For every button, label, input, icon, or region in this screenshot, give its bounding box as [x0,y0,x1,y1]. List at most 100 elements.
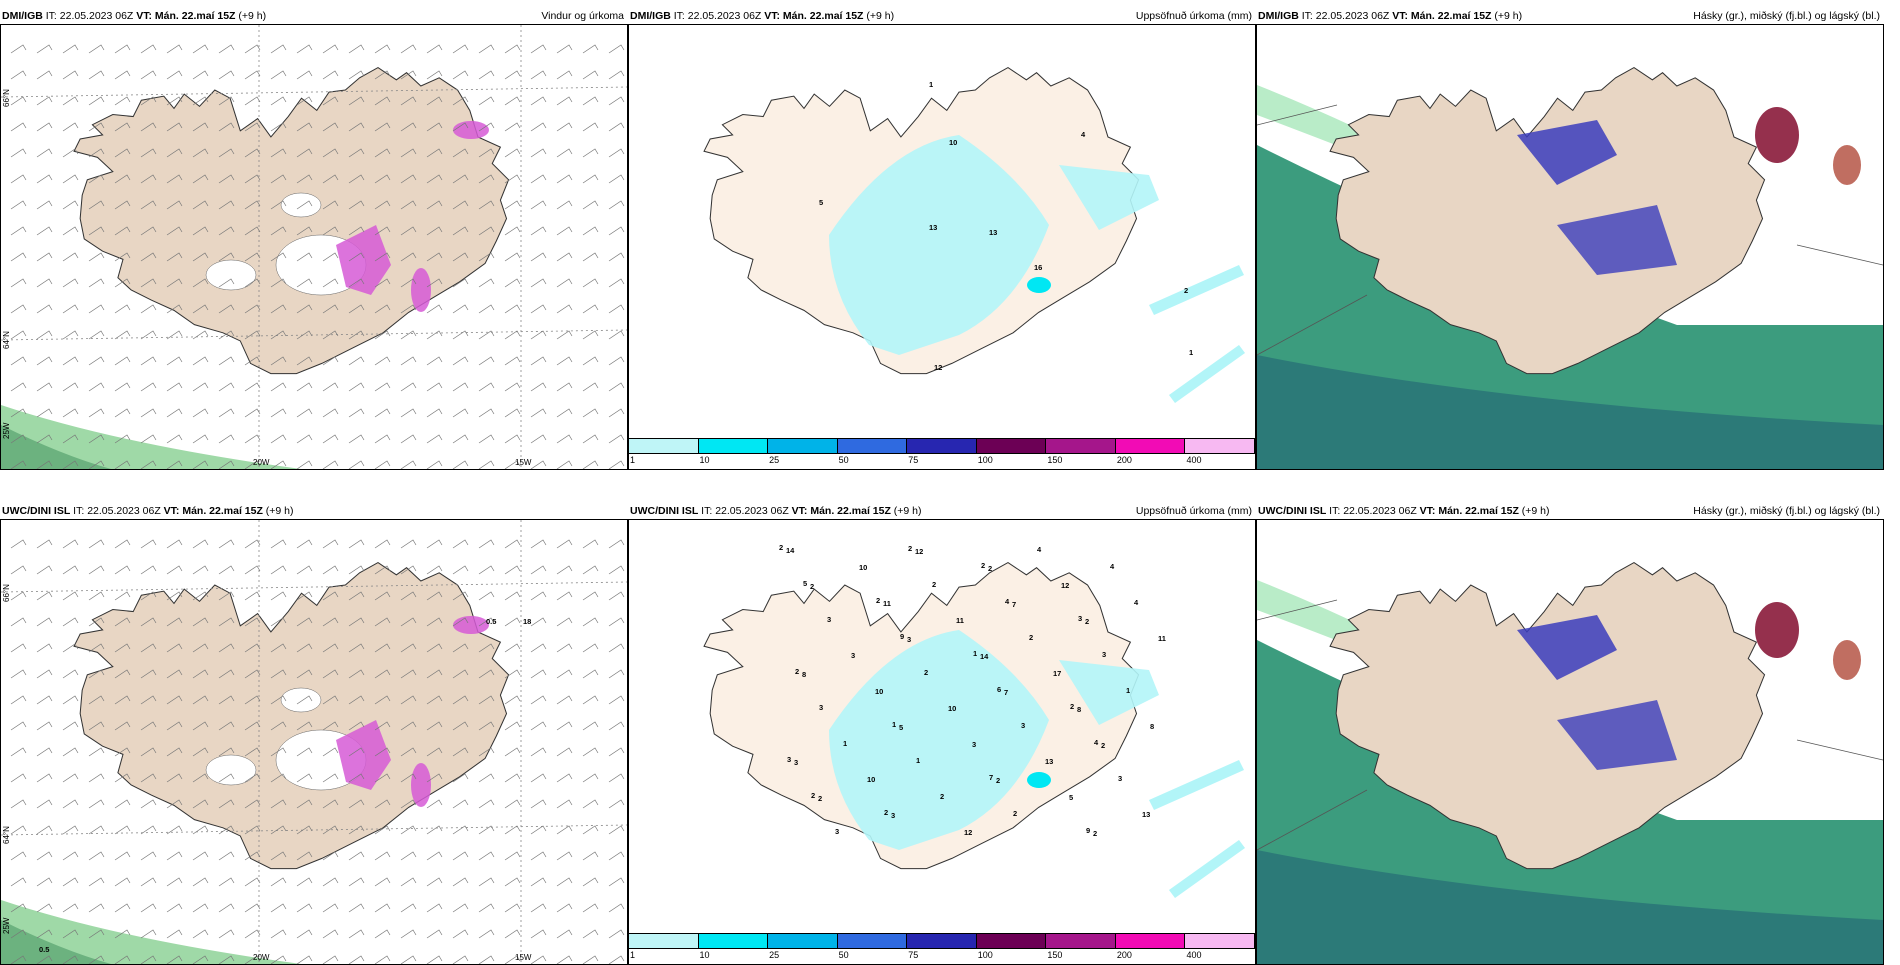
wind-barb [530,695,547,705]
iceland-land [73,67,510,375]
wind-barb [322,174,339,184]
wind-barb [374,669,391,679]
precip-value: 13 [929,223,937,232]
panel-header: UWC/DINI ISL IT: 22.05.2023 06Z VT: Mán.… [1258,505,1882,518]
init-time: 22.05.2023 06Z [1343,505,1417,517]
colorbar-segment [628,933,699,949]
wind-barb [374,851,391,861]
wind-barb [166,825,183,835]
wind-barb [36,591,53,601]
wind-barb [530,44,547,54]
wind-barb [530,877,547,887]
wind-barb [62,643,79,653]
wind-barb [530,955,547,964]
wind-barb [348,174,365,184]
wind-barb [296,148,313,158]
wind-barb [140,591,157,601]
precip-value: 2 [996,776,1000,785]
wind-barb [140,434,157,444]
wind-barb [244,617,261,627]
wind-barb [400,252,417,262]
wind-barb [582,903,599,913]
wind-barb [374,304,391,314]
valid-time: VT: Mán. 22.maí 15Z [791,505,891,517]
wind-barb [166,851,183,861]
precip-value: 7 [1012,600,1016,609]
wind-barb [296,955,313,964]
wind-barb [374,539,391,549]
panel-title: Uppsöfnuð úrkoma (mm) [1135,10,1252,22]
wind-barb [608,539,625,549]
wind-barb [296,591,313,601]
lead-time: (+9 h) [238,10,267,22]
wind-barb [322,278,339,288]
wind-barb [244,408,261,418]
wind-barb [166,669,183,679]
high-cloud-red [1755,107,1799,163]
wind-barb [400,200,417,210]
wind-barb [582,669,599,679]
wind-barb [582,825,599,835]
wind-barb [10,591,27,601]
wind-barb [270,773,287,783]
wind-barb [88,200,105,210]
wind-barb [166,773,183,783]
wind-barb [296,330,313,340]
wind-barb [608,799,625,809]
lat-label-66: 66°N [2,89,11,107]
low-cloud-band-dark [1257,355,1883,469]
wind-barb [62,825,79,835]
wind-barb [62,278,79,288]
colorbar-tick: 10 [699,950,710,960]
wind-barb [140,278,157,288]
wind-barb [140,721,157,731]
precip-value: 5 [803,579,807,588]
precip-value: 12 [1061,581,1069,590]
wind-barb [556,695,573,705]
wind-barb [36,434,53,444]
precip-value: 1 [929,80,933,89]
wind-barb [478,44,495,54]
precip-value: 2 [1070,702,1074,711]
wind-barb [218,851,235,861]
iceland-land [1329,67,1766,375]
wind-barb [114,903,131,913]
wind-barb [140,825,157,835]
precip-value: 2 [988,564,992,573]
wind-barb [10,382,27,392]
precip-area [1059,165,1159,230]
wind-barb [478,539,495,549]
wind-barb [374,44,391,54]
wind-barb [36,460,53,469]
it-label: IT: [701,505,713,517]
wind-barb [478,434,495,444]
mid-cloud-blue [1517,120,1617,185]
wind-barb [114,304,131,314]
wind-barb [452,356,469,366]
precip-value: 4 [1005,597,1010,606]
wind-barb [166,747,183,757]
wind-barb [218,122,235,132]
wind-barb [322,96,339,106]
wind-barb [504,200,521,210]
wind-barb [608,591,625,601]
wind-barb [556,96,573,106]
lead-time: (+9 h) [265,505,294,517]
model-source: UWC/DINI ISL [2,505,71,517]
panel-header: UWC/DINI ISL IT: 22.05.2023 06Z VT: Mán.… [2,505,626,518]
precip-value: 9 [1086,826,1090,835]
lead-time: (+9 h) [866,10,895,22]
wind-barb [556,773,573,783]
wind-barb [504,929,521,939]
wind-barb [10,434,27,444]
wind-barb [270,226,287,236]
wind-barb [478,278,495,288]
wind-barb [36,851,53,861]
wind-barb [296,825,313,835]
precip-pink-area [411,763,431,807]
colorbar-tick: 50 [838,950,849,960]
precip-value: 3 [907,635,911,644]
wind-barb [114,565,131,575]
wind-barb [140,747,157,757]
wind-barb [582,122,599,132]
